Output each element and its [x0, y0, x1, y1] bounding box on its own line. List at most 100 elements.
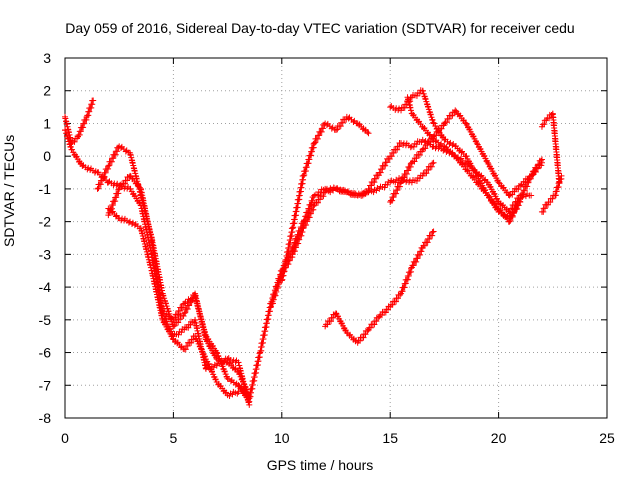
data-point — [404, 96, 411, 103]
y-tick-label: -2 — [39, 214, 52, 230]
data-point — [147, 261, 154, 268]
data-point — [209, 368, 216, 375]
data-points — [62, 87, 565, 408]
data-point — [396, 291, 403, 298]
data-point — [350, 119, 357, 126]
data-point — [235, 382, 242, 389]
data-point — [131, 222, 138, 229]
y-axis-label: SDTVAR / TECUs — [1, 134, 17, 247]
data-point — [194, 337, 201, 344]
data-point — [493, 195, 500, 202]
data-point — [467, 160, 474, 167]
y-tick-label: 3 — [43, 50, 51, 66]
data-point — [63, 130, 70, 137]
data-point — [449, 142, 456, 149]
data-point — [122, 148, 129, 155]
chart-title: Day 059 of 2016, Sidereal Day-to-day VTE… — [65, 20, 575, 36]
data-point — [441, 120, 448, 127]
data-point — [67, 143, 74, 150]
data-point — [463, 153, 470, 160]
data-point — [175, 331, 182, 338]
data-point — [463, 120, 470, 127]
data-point — [547, 199, 554, 206]
data-point — [487, 183, 494, 190]
data-point — [149, 241, 156, 248]
data-point — [151, 257, 158, 264]
x-tick-label: 15 — [382, 430, 398, 446]
data-point — [406, 101, 413, 108]
data-point — [64, 123, 71, 130]
y-tick-label: -3 — [39, 246, 52, 262]
data-point — [143, 245, 150, 252]
data-point — [419, 146, 426, 153]
data-point — [419, 87, 426, 94]
data-point — [314, 191, 321, 198]
data-point — [334, 313, 341, 320]
x-tick-label: 25 — [599, 430, 615, 446]
data-point — [117, 144, 124, 151]
data-point — [549, 195, 556, 202]
data-series — [105, 172, 253, 405]
data-point — [221, 368, 228, 375]
data-point — [416, 175, 423, 182]
data-point — [549, 114, 556, 121]
grid-lines — [65, 58, 607, 418]
data-point — [310, 203, 317, 210]
data-point — [474, 172, 481, 179]
data-point — [197, 312, 204, 319]
data-point — [550, 122, 557, 129]
data-point — [408, 265, 415, 272]
data-point — [105, 163, 112, 169]
data-point — [435, 127, 442, 134]
data-point — [166, 328, 173, 335]
data-point — [554, 161, 561, 168]
data-point — [63, 118, 70, 125]
data-point — [218, 360, 225, 367]
data-point — [538, 159, 545, 166]
data-point — [62, 127, 69, 134]
data-point — [471, 167, 478, 174]
data-point — [546, 115, 553, 122]
data-point — [199, 320, 206, 327]
data-point — [180, 312, 187, 319]
data-point — [528, 172, 535, 179]
data-point — [558, 172, 565, 179]
data-point — [235, 388, 242, 395]
data-point — [517, 182, 524, 189]
data-series — [235, 184, 372, 402]
data-point — [87, 166, 94, 173]
y-tick-label: -6 — [39, 345, 52, 361]
data-point — [477, 145, 484, 152]
data-point — [381, 184, 388, 191]
data-point — [151, 280, 158, 287]
y-tick-label: -7 — [39, 377, 52, 393]
data-point — [235, 359, 242, 366]
data-point — [64, 135, 71, 142]
y-tick-label: -5 — [39, 312, 52, 328]
data-point — [410, 143, 417, 150]
data-point — [407, 104, 414, 111]
data-point — [94, 185, 101, 192]
y-tick-label: -1 — [39, 181, 52, 197]
data-point — [424, 103, 431, 110]
data-point — [408, 107, 415, 114]
data-point — [429, 160, 436, 167]
data-point — [495, 179, 502, 186]
data-point — [65, 138, 72, 145]
data-point — [79, 163, 86, 169]
data-point — [162, 321, 169, 328]
x-tick-label: 5 — [170, 430, 178, 446]
data-point — [227, 378, 234, 385]
data-point — [205, 360, 212, 367]
data-point — [131, 167, 138, 174]
data-point — [127, 185, 134, 192]
data-point — [139, 230, 146, 237]
y-tick-label: 0 — [43, 148, 51, 164]
data-point — [193, 324, 200, 331]
data-point — [364, 327, 371, 334]
plot-frame — [64, 57, 608, 419]
data-point — [105, 179, 112, 186]
data-point — [63, 120, 70, 127]
data-point — [517, 195, 524, 202]
data-point — [65, 126, 72, 133]
